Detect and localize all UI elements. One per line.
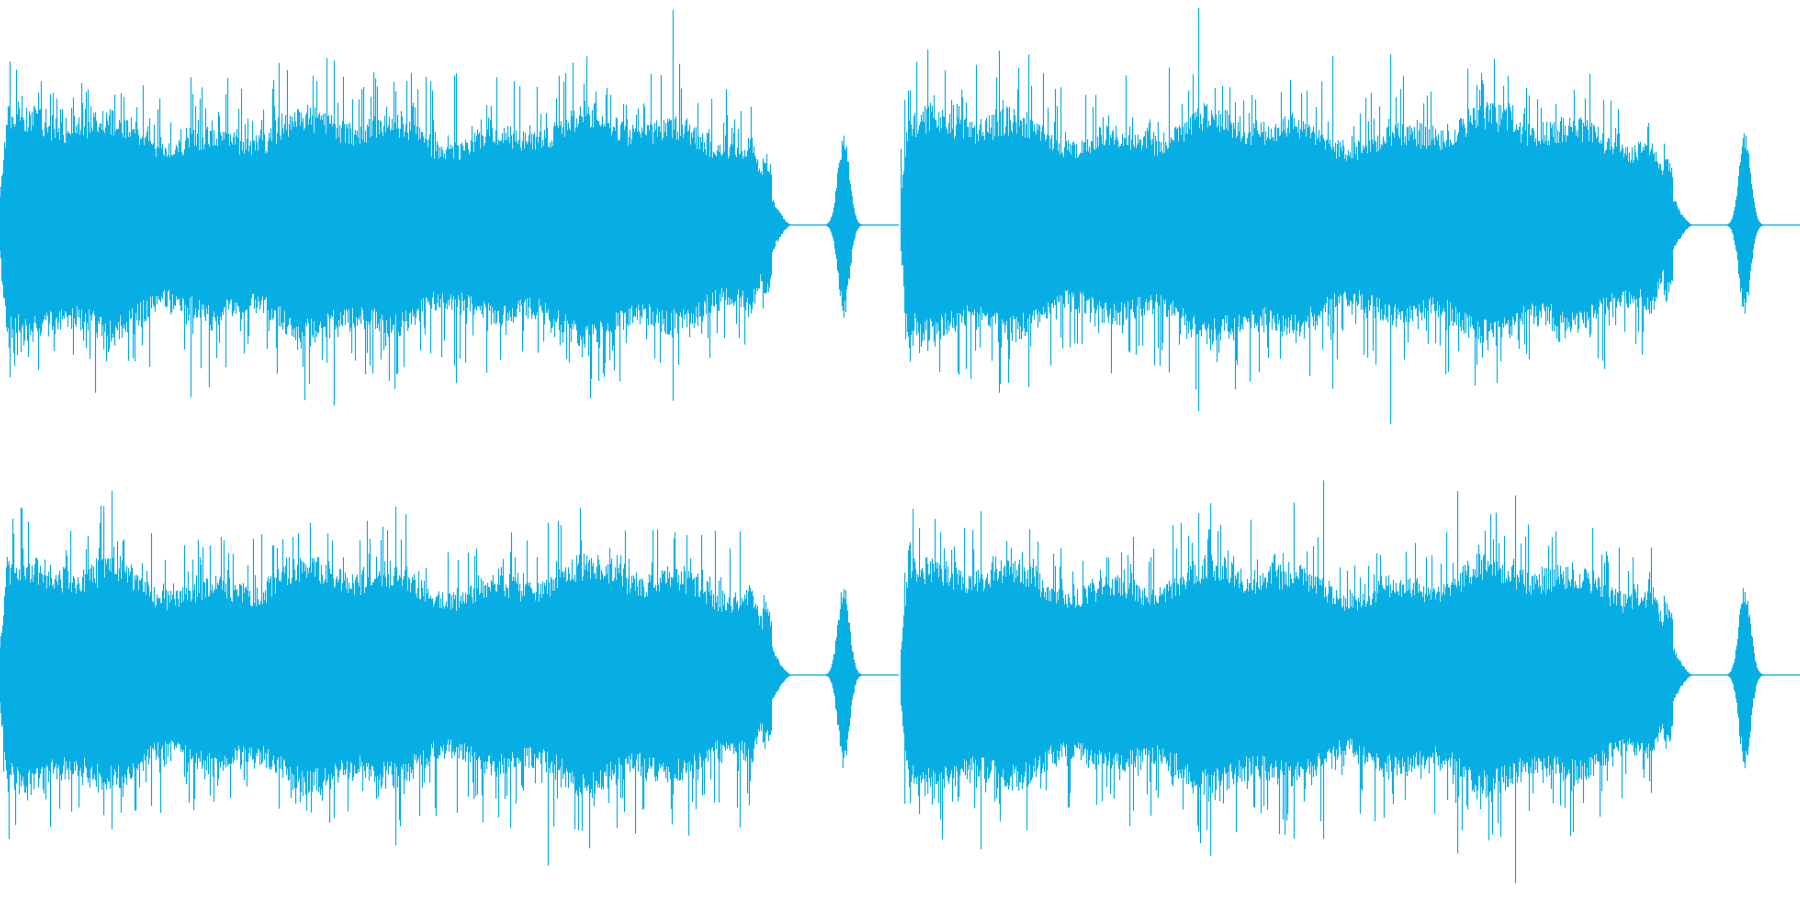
waveform xyxy=(900,8,1764,424)
waveform xyxy=(0,490,862,866)
waveform xyxy=(900,480,1764,884)
waveform xyxy=(0,10,862,406)
